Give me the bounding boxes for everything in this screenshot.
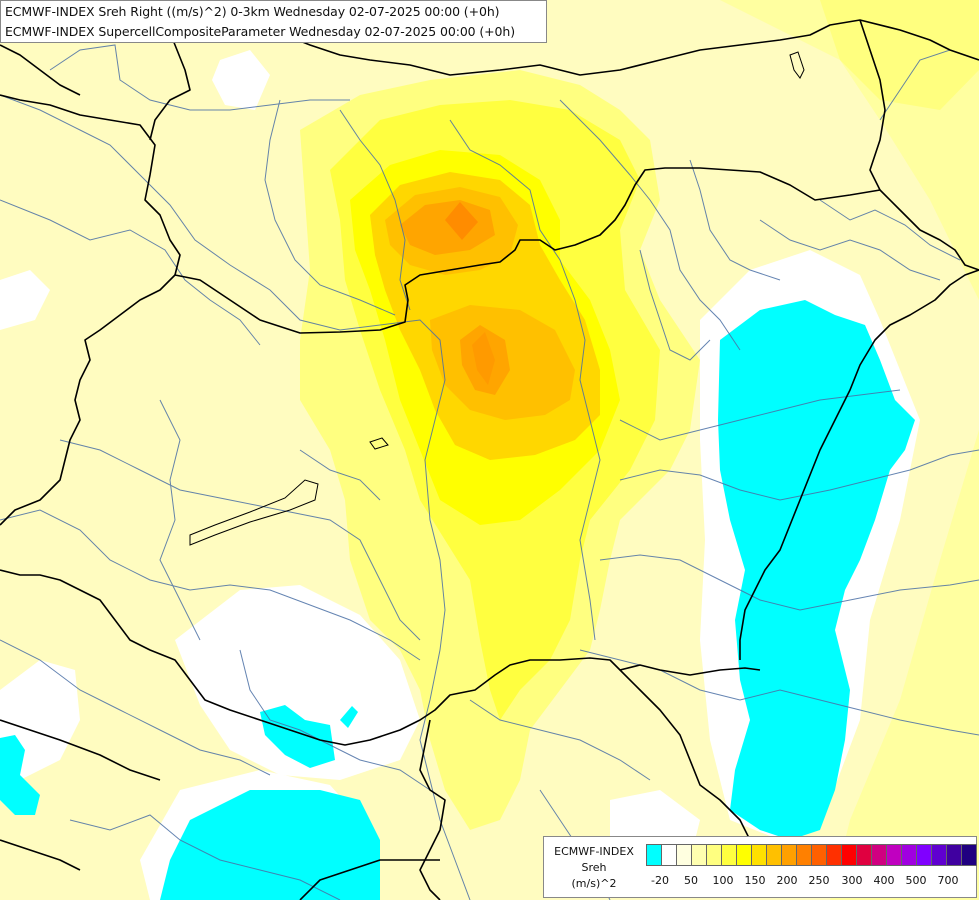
legend-swatch <box>841 844 857 866</box>
rivers <box>0 44 979 900</box>
legend-swatch <box>766 844 782 866</box>
legend-swatch <box>946 844 962 866</box>
light-yellow-band-top <box>820 0 979 110</box>
legend-tick-label: 400 <box>873 874 895 887</box>
orange-level-north <box>400 200 495 255</box>
legend-swatch <box>796 844 812 866</box>
legend-swatch <box>751 844 767 866</box>
legend-swatch <box>721 844 737 866</box>
legend-tick-label: 250 <box>808 874 830 887</box>
legend-tick-label: 700 <box>937 874 959 887</box>
legend-swatch <box>916 844 932 866</box>
cyan-region-small <box>340 706 358 728</box>
legend-title-variable: Sreh <box>581 861 607 874</box>
legend-tick-label: 150 <box>744 874 766 887</box>
legend-swatch <box>676 844 692 866</box>
legend-swatch <box>691 844 707 866</box>
legend-tick-label: 500 <box>905 874 927 887</box>
legend-swatch <box>661 844 677 866</box>
dark-orange-core <box>445 202 478 240</box>
legend-swatch <box>931 844 947 866</box>
lake-small <box>369 437 389 450</box>
legend-swatch <box>886 844 902 866</box>
title-line-scp: ECMWF-INDEX SupercellCompositeParameter … <box>5 24 516 39</box>
legend-title-unit: (m/s)^2 <box>571 877 617 890</box>
light-yellow-band-east <box>720 0 979 900</box>
legend-swatch <box>856 844 872 866</box>
cyan-region-southwest <box>0 735 40 815</box>
cyan-region-east <box>718 300 915 840</box>
title-line-sreh: ECMWF-INDEX Sreh Right ((m/s)^2) 0-3km W… <box>5 4 500 19</box>
legend-swatch <box>706 844 722 866</box>
legend-title-model: ECMWF-INDEX <box>554 845 634 858</box>
legend-swatch <box>901 844 917 866</box>
legend-swatch <box>736 844 752 866</box>
cyan-region-southcentral <box>160 790 380 900</box>
lake <box>189 479 319 546</box>
legend-swatch <box>961 844 977 866</box>
legend-swatch <box>826 844 842 866</box>
legend-tick-label: 50 <box>684 874 698 887</box>
legend-swatches <box>646 844 977 866</box>
legend-tick-label: -20 <box>651 874 669 887</box>
legend-tick-label: 200 <box>776 874 798 887</box>
legend-swatch <box>811 844 827 866</box>
title-box: ECMWF-INDEX Sreh Right ((m/s)^2) 0-3km W… <box>0 0 547 43</box>
legend-swatch <box>871 844 887 866</box>
legend-ticks: -20 50 100 150 200 250 300 400 500 700 <box>646 874 976 890</box>
legend: ECMWF-INDEX Sreh (m/s)^2 -20 50 100 150 200 2… <box>543 836 977 898</box>
white-patch-south <box>175 585 420 780</box>
cyan-region-south-spot <box>260 705 335 768</box>
legend-swatch <box>781 844 797 866</box>
dark-orange-core-south <box>472 332 495 385</box>
white-patch-west <box>0 270 50 330</box>
white-patch-north <box>212 50 270 110</box>
legend-swatch <box>646 844 662 866</box>
lake-north <box>789 51 805 79</box>
legend-tick-label: 100 <box>712 874 734 887</box>
legend-tick-label: 300 <box>841 874 863 887</box>
